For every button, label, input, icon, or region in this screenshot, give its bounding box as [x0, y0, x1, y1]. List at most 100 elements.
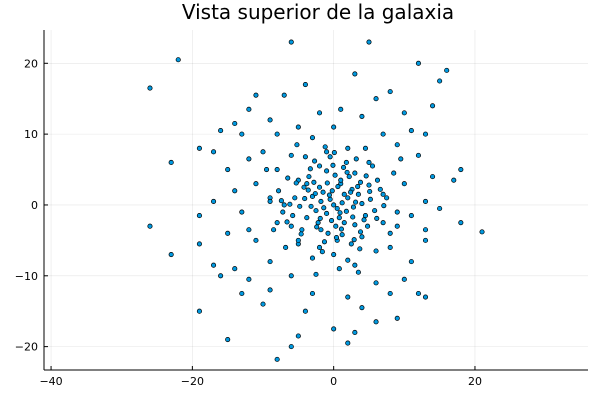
- data-point: [373, 280, 379, 286]
- data-point: [168, 159, 174, 166]
- data-point: [362, 213, 369, 219]
- data-point: [274, 131, 280, 137]
- data-point: [288, 344, 294, 350]
- data-point: [394, 315, 400, 321]
- data-point: [355, 183, 361, 190]
- y-tick-label: 20: [24, 57, 38, 70]
- data-point: [422, 198, 429, 204]
- data-point: [302, 81, 308, 88]
- data-point: [299, 227, 305, 233]
- data-point: [343, 159, 349, 166]
- data-point: [321, 239, 328, 245]
- data-point: [334, 205, 340, 212]
- data-point: [314, 224, 320, 230]
- data-point: [168, 251, 174, 258]
- data-point: [260, 301, 266, 307]
- data-point: [278, 198, 284, 204]
- data-point: [288, 39, 294, 45]
- data-point: [444, 67, 450, 73]
- data-point: [331, 326, 337, 332]
- data-point: [325, 230, 331, 236]
- data-point: [309, 135, 316, 141]
- data-point: [394, 223, 400, 229]
- data-point: [324, 210, 330, 217]
- data-point: [239, 209, 245, 215]
- data-point: [366, 159, 372, 166]
- data-point: [331, 251, 337, 258]
- data-point: [321, 205, 327, 211]
- data-point: [246, 227, 252, 233]
- data-point: [297, 203, 303, 209]
- data-point: [479, 229, 485, 235]
- data-point: [451, 177, 457, 183]
- data-point: [147, 85, 153, 91]
- data-point: [319, 249, 325, 255]
- data-point: [359, 305, 365, 311]
- data-point: [284, 219, 290, 225]
- data-point: [290, 213, 296, 219]
- data-point: [345, 195, 351, 201]
- data-point: [373, 319, 379, 325]
- data-point: [343, 208, 349, 214]
- data-point: [225, 336, 231, 343]
- tick-labels: −40 −20 0 20 −20 −10 0 10 20: [15, 57, 482, 388]
- data-point: [415, 60, 421, 66]
- data-point: [331, 149, 337, 156]
- data-point: [196, 241, 202, 247]
- data-point: [336, 215, 342, 221]
- data-point: [401, 276, 407, 282]
- data-point: [267, 198, 273, 204]
- data-point: [361, 217, 367, 223]
- data-point: [304, 215, 310, 221]
- data-point: [267, 287, 273, 293]
- data-point: [253, 181, 259, 187]
- data-point: [327, 196, 333, 202]
- data-point: [225, 230, 231, 236]
- data-point: [373, 248, 379, 254]
- data-point: [333, 223, 339, 229]
- data-point: [225, 166, 231, 173]
- data-point: [218, 128, 224, 134]
- data-point: [365, 223, 371, 229]
- data-point: [353, 199, 359, 205]
- data-point: [246, 156, 252, 162]
- y-tick-label: −10: [15, 270, 38, 283]
- data-point: [348, 241, 354, 247]
- grid: [44, 30, 588, 370]
- data-point: [422, 227, 429, 233]
- data-point: [331, 202, 337, 208]
- data-point: [362, 145, 369, 151]
- data-point: [422, 294, 429, 300]
- data-point: [327, 154, 333, 160]
- data-point: [352, 222, 358, 228]
- x-tick-label: −20: [181, 375, 204, 388]
- data-point: [316, 244, 323, 251]
- data-point: [387, 244, 393, 251]
- data-point: [339, 232, 345, 238]
- data-point: [345, 145, 351, 151]
- data-point: [295, 333, 301, 339]
- data-point: [359, 200, 365, 207]
- data-point: [366, 182, 372, 188]
- data-point: [239, 131, 245, 137]
- data-point: [313, 208, 319, 214]
- data-point: [196, 308, 202, 314]
- data-point: [430, 103, 436, 109]
- data-point: [308, 203, 314, 209]
- data-point: [276, 188, 282, 194]
- data-point: [338, 177, 344, 183]
- data-point: [328, 217, 335, 224]
- data-point: [175, 57, 181, 63]
- data-point: [267, 117, 273, 123]
- data-point: [232, 120, 238, 127]
- data-point: [345, 294, 351, 300]
- data-point: [341, 220, 347, 226]
- data-point: [458, 166, 464, 173]
- data-point: [401, 110, 407, 116]
- data-point: [246, 106, 252, 112]
- data-point: [281, 202, 287, 208]
- data-point: [353, 156, 359, 162]
- data-point: [271, 227, 277, 233]
- data-point: [293, 180, 299, 186]
- data-point: [306, 174, 312, 180]
